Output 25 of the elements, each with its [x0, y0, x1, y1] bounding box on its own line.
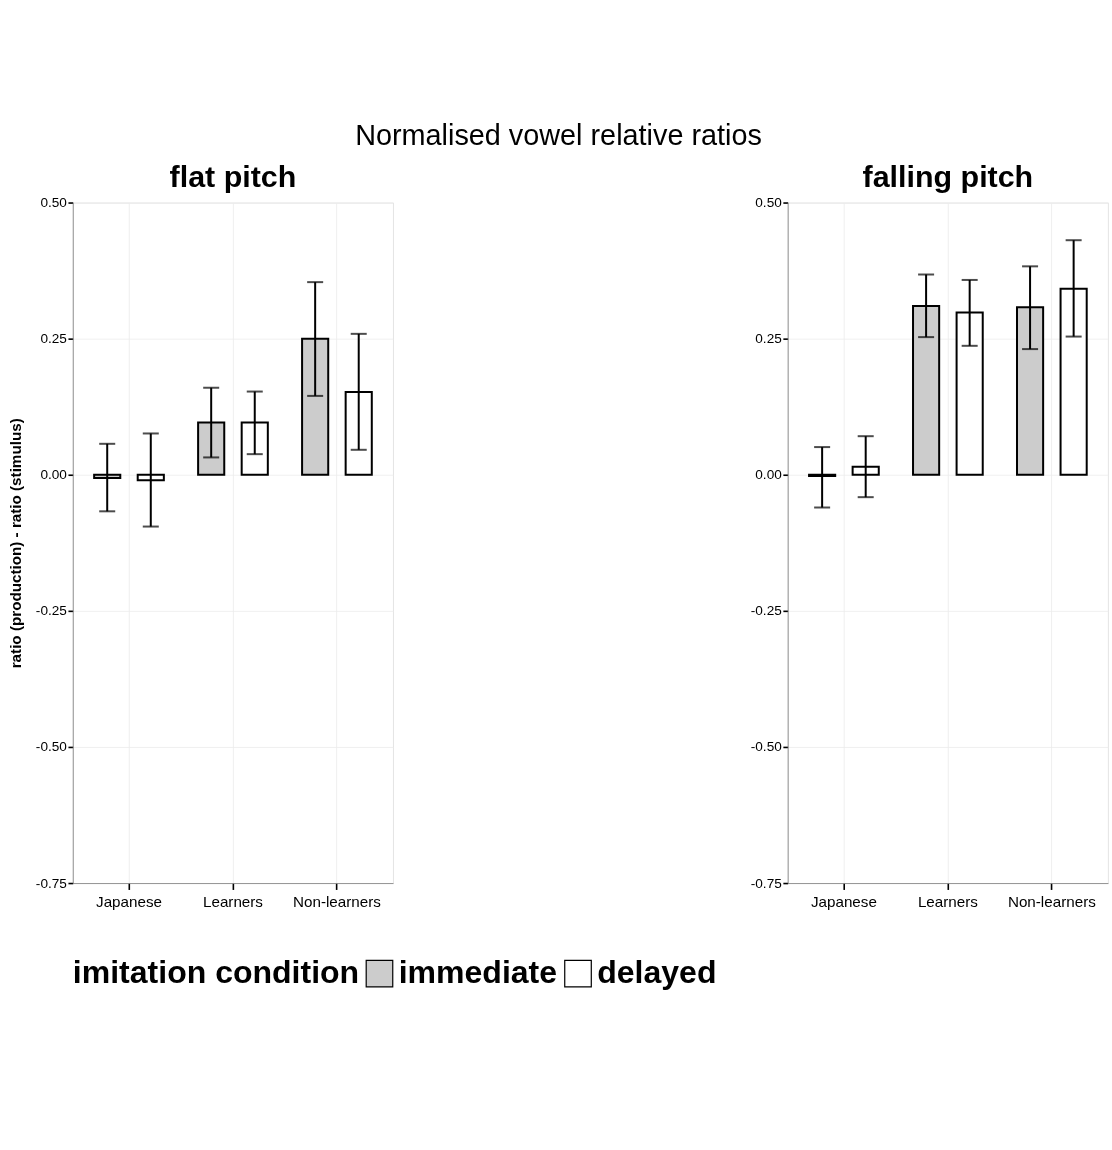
y-tick-label: -0.25: [750, 603, 782, 619]
y-tick-label: 0.00: [755, 467, 783, 483]
y-tick-label: 0.50: [755, 195, 783, 211]
y-tick-label: -0.50: [35, 739, 68, 755]
y-tick-label: 0.00: [40, 467, 68, 483]
y-tick-label: -0.25: [35, 603, 67, 619]
y-tick-label: 0.25: [755, 331, 782, 347]
x-tick-label: Learners: [917, 892, 979, 910]
chart-subtitle: falling pitch: [862, 159, 1034, 194]
y-tick-label: 0.50: [40, 195, 68, 211]
x-tick-label: Japanese: [96, 892, 162, 910]
x-tick-label: Japanese: [810, 892, 877, 910]
text: Normalised vowel relative ratios: [355, 119, 762, 152]
legend-label: delayed: [597, 954, 717, 991]
x-tick-label: Learners: [202, 892, 264, 910]
x-tick-label: Non-learners: [1007, 892, 1097, 910]
legend-title: imitation condition: [72, 954, 360, 991]
y-tick-label: -0.75: [35, 875, 67, 891]
chart-subtitle: flat pitch: [169, 159, 297, 194]
y-axis-title: ratio (production) - ratio (stimulus): [7, 418, 25, 669]
y-tick-label: -0.75: [750, 875, 782, 891]
y-tick-label: 0.25: [40, 331, 67, 347]
y-tick-label: -0.50: [750, 739, 783, 755]
legend-label: immediate: [398, 954, 558, 991]
x-tick-label: Non-learners: [292, 892, 382, 910]
